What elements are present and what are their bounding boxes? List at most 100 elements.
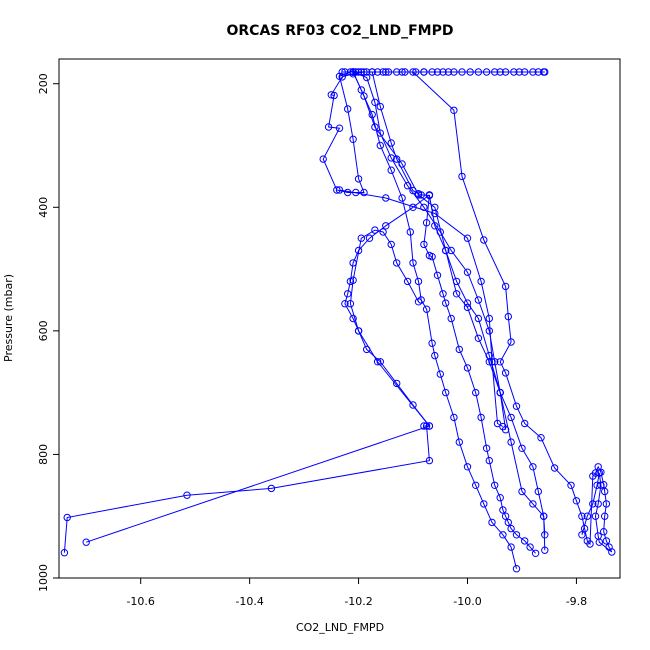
data-point (436, 228, 444, 236)
data-point (420, 68, 428, 76)
data-point (393, 379, 401, 388)
data-point (376, 141, 384, 150)
data-point (463, 299, 472, 307)
x-tick-label: -9.8 (566, 595, 587, 608)
data-point (601, 487, 609, 496)
data-point (474, 314, 483, 323)
data-point (373, 358, 382, 366)
data-point (352, 68, 360, 76)
x-tick-label: -10.0 (453, 595, 481, 608)
data-point (485, 327, 493, 335)
data-point (376, 129, 384, 137)
data-point (526, 543, 534, 551)
data-point (491, 68, 499, 76)
data-point (463, 268, 472, 276)
data-point (183, 491, 191, 499)
data-point (409, 259, 417, 267)
data-point (447, 314, 455, 323)
series-layer (60, 68, 616, 573)
data-point (510, 68, 518, 76)
data-point (327, 91, 335, 99)
data-point (324, 123, 333, 131)
data-point (458, 172, 466, 181)
data-point (409, 401, 417, 409)
data-point (540, 512, 548, 520)
data-point (463, 364, 472, 372)
data-point (534, 487, 542, 496)
data-point (357, 234, 365, 242)
y-tick-label: 400 (37, 197, 50, 218)
data-point (371, 226, 379, 234)
data-point (387, 166, 395, 174)
series-9 (82, 226, 434, 546)
data-point (439, 290, 447, 298)
data-point (507, 438, 515, 446)
data-point (382, 222, 390, 230)
series-line (344, 71, 517, 569)
data-point (349, 276, 357, 284)
data-point (474, 334, 483, 342)
data-point (567, 481, 575, 489)
data-point (496, 358, 504, 366)
data-point (365, 234, 374, 242)
data-point (541, 531, 549, 539)
data-point (338, 68, 346, 76)
data-point (393, 259, 401, 267)
series-line (342, 71, 507, 430)
data-point (357, 86, 365, 94)
x-tick-label: -10.2 (344, 595, 372, 608)
data-point (474, 68, 483, 76)
data-point (379, 228, 387, 236)
data-point (401, 68, 409, 76)
data-point (422, 305, 431, 313)
data-point (594, 500, 602, 508)
data-point (414, 277, 423, 286)
data-point (341, 300, 349, 308)
series-10 (335, 186, 507, 431)
data-point (593, 481, 601, 489)
data-point (387, 154, 395, 162)
data-point (431, 222, 439, 230)
data-point (472, 388, 480, 397)
data-point (335, 124, 344, 132)
chart-title: ORCAS RF03 CO2_LND_FMPD (226, 23, 453, 39)
data-point (602, 537, 611, 545)
data-point (425, 191, 434, 199)
data-point (60, 549, 69, 557)
data-point (550, 464, 559, 472)
data-point (496, 388, 504, 397)
data-point (480, 236, 488, 244)
data-point (420, 240, 428, 249)
data-point (452, 290, 461, 298)
data-point (371, 98, 379, 107)
data-point (504, 312, 512, 321)
data-point (580, 524, 589, 533)
data-point (521, 419, 529, 428)
data-point (414, 191, 423, 199)
data-point (572, 497, 581, 505)
series-3 (341, 68, 521, 573)
data-point (349, 68, 357, 76)
data-point (450, 106, 458, 115)
data-point (499, 531, 507, 539)
data-point (335, 186, 344, 194)
data-point (368, 110, 376, 119)
data-point (398, 160, 406, 168)
data-point (344, 290, 352, 298)
data-point (496, 68, 504, 76)
series-line (412, 71, 613, 553)
data-point (82, 538, 90, 546)
series-7 (420, 191, 540, 557)
data-point (403, 182, 412, 190)
data-point (602, 500, 611, 508)
data-point (354, 327, 363, 335)
data-point (447, 246, 455, 255)
data-point (455, 438, 463, 446)
data-point (529, 463, 537, 471)
data-point (501, 68, 510, 76)
data-point (455, 345, 463, 354)
data-point (529, 68, 537, 76)
data-point (442, 246, 450, 255)
data-point (501, 369, 510, 377)
data-point (608, 548, 616, 556)
